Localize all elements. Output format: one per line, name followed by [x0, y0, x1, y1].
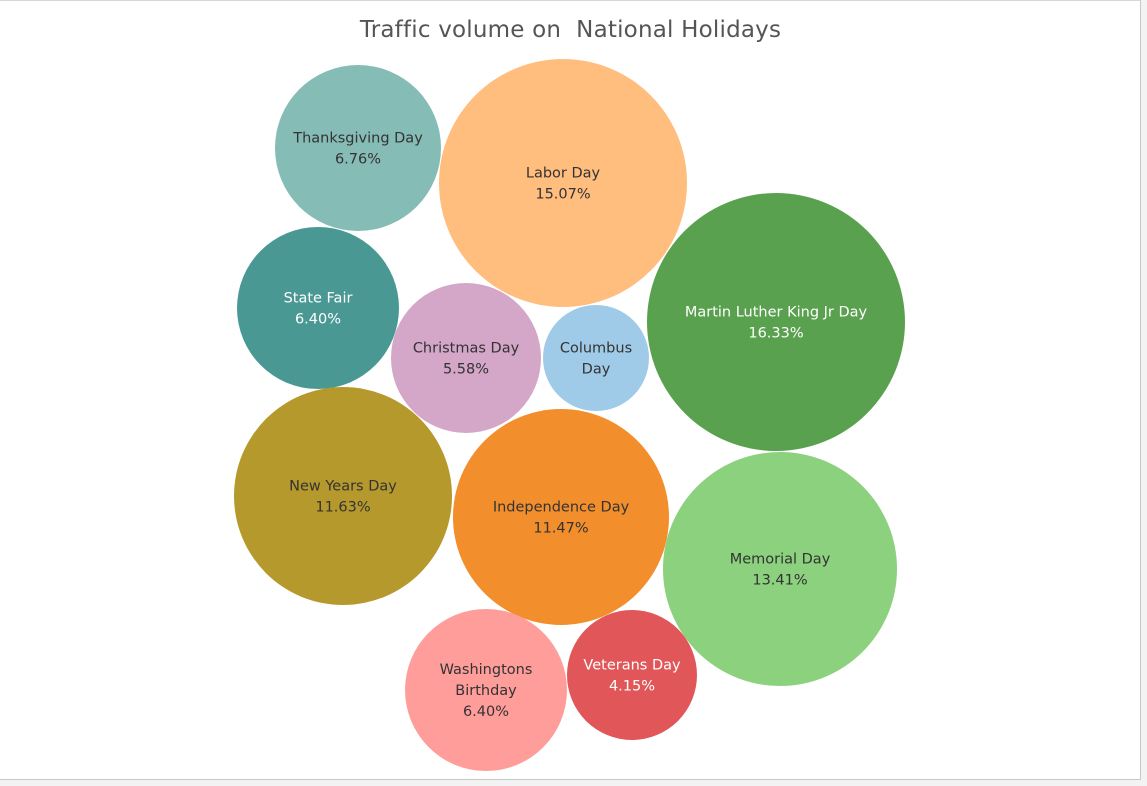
- bubble-name-label-washingtons-birthday: Washingtons: [440, 662, 533, 678]
- bubble-christmas-day[interactable]: Christmas Day 5.58%: [391, 283, 541, 433]
- bubble-name-label-new-years-day: New Years Day: [289, 479, 397, 495]
- bubble-value-label-new-years-day: 11.63%: [315, 500, 370, 516]
- bubble-name-label-state-fair: State Fair: [284, 291, 353, 307]
- bubble-name-label-labor-day: Labor Day: [526, 166, 601, 182]
- bubble-circle-columbus-day[interactable]: [543, 305, 649, 411]
- bubble-value-label-independence-day: 11.47%: [533, 521, 588, 537]
- bubble-value-label-martin-luther-king-jr-day: 16.33%: [748, 326, 803, 342]
- bubble-value-label-washingtons-birthday: 6.40%: [463, 704, 509, 720]
- bubble-value-label-thanksgiving-day: 6.76%: [335, 152, 381, 168]
- bubble-name-label-columbus-day: Day: [582, 362, 611, 378]
- bubble-circle-veterans-day[interactable]: [567, 610, 697, 740]
- bubble-thanksgiving-day[interactable]: Thanksgiving Day 6.76%: [275, 65, 441, 231]
- bubble-veterans-day[interactable]: Veterans Day 4.15%: [567, 610, 697, 740]
- bubble-name-label-independence-day: Independence Day: [493, 500, 630, 516]
- bubble-state-fair[interactable]: State Fair 6.40%: [237, 227, 399, 389]
- bubble-circle-memorial-day[interactable]: [663, 452, 897, 686]
- bubble-circle-labor-day[interactable]: [439, 59, 687, 307]
- chart-title: Traffic volume on National Holidays: [359, 17, 782, 43]
- bubble-name-label-washingtons-birthday: Birthday: [455, 683, 517, 699]
- bubble-name-label-thanksgiving-day: Thanksgiving Day: [292, 131, 423, 147]
- bubble-name-label-columbus-day: Columbus: [560, 341, 632, 357]
- bubble-value-label-memorial-day: 13.41%: [752, 573, 807, 589]
- bubble-martin-luther-king-jr-day[interactable]: Martin Luther King Jr Day 16.33%: [647, 193, 905, 451]
- bubble-circle-washingtons-birthday[interactable]: [405, 609, 567, 771]
- bubble-labor-day[interactable]: Labor Day 15.07%: [439, 59, 687, 307]
- bubble-independence-day[interactable]: Independence Day 11.47%: [453, 409, 669, 625]
- bubble-circle-thanksgiving-day[interactable]: [275, 65, 441, 231]
- bubble-circle-new-years-day[interactable]: [234, 387, 452, 605]
- bubble-columbus-day[interactable]: Columbus Day: [543, 305, 649, 411]
- bubble-circle-state-fair[interactable]: [237, 227, 399, 389]
- bubble-name-label-martin-luther-king-jr-day: Martin Luther King Jr Day: [685, 305, 868, 321]
- bubble-name-label-memorial-day: Memorial Day: [730, 552, 831, 568]
- bubble-value-label-christmas-day: 5.58%: [443, 362, 489, 378]
- bubble-memorial-day[interactable]: Memorial Day 13.41%: [663, 452, 897, 686]
- bubble-new-years-day[interactable]: New Years Day 11.63%: [234, 387, 452, 605]
- bubble-name-label-christmas-day: Christmas Day: [413, 341, 520, 357]
- bubble-circle-martin-luther-king-jr-day[interactable]: [647, 193, 905, 451]
- bubble-value-label-labor-day: 15.07%: [535, 187, 590, 203]
- bubble-washingtons-birthday[interactable]: Washingtons Birthday 6.40%: [405, 609, 567, 771]
- bubble-value-label-state-fair: 6.40%: [295, 312, 341, 328]
- bubble-name-label-veterans-day: Veterans Day: [583, 658, 681, 674]
- bubble-value-label-veterans-day: 4.15%: [609, 679, 655, 695]
- bubble-circle-independence-day[interactable]: [453, 409, 669, 625]
- bubble-circle-christmas-day[interactable]: [391, 283, 541, 433]
